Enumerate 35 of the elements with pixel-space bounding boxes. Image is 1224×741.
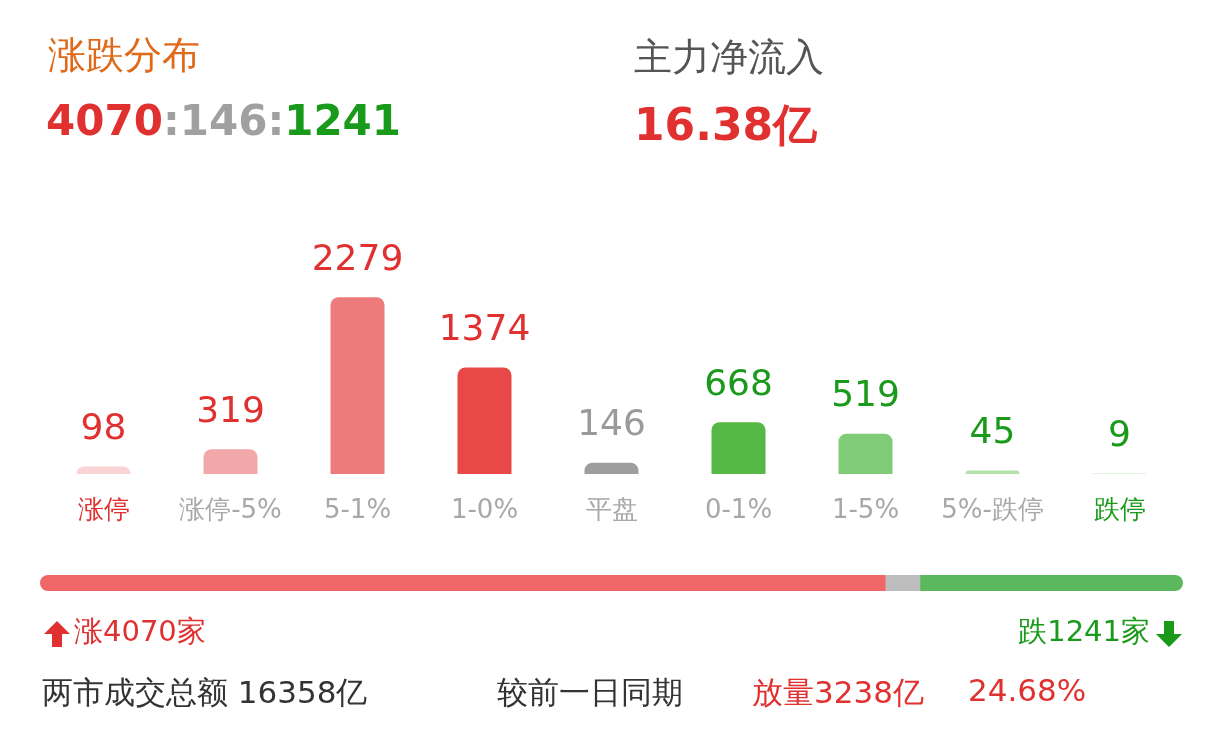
data-label: 146	[577, 402, 646, 444]
text: 放量3238亿	[752, 673, 924, 712]
x-tick-label: 1-5%	[831, 494, 900, 524]
data-label: 2279	[311, 236, 404, 278]
data-label: 319	[196, 388, 265, 430]
text: 跌1241家	[1018, 613, 1150, 650]
x-tick-label: 1-0%	[450, 494, 519, 524]
x-tick-label: 平盘	[585, 494, 638, 524]
data-label: 1374	[438, 306, 531, 348]
text: 较前一日同期	[497, 673, 683, 712]
bar	[457, 367, 512, 474]
data-label: 98	[80, 405, 127, 447]
text: 16.38亿	[634, 98, 818, 152]
x-tick-label: 5-1%	[323, 494, 392, 524]
x-tick-label: 涨停-5%	[179, 494, 282, 524]
bar	[838, 433, 893, 474]
data-label: 519	[831, 373, 900, 415]
data-label: 9	[1108, 412, 1131, 454]
x-tick-label: 5%-跌停	[941, 494, 1044, 524]
text: 4070:146:1241	[46, 96, 402, 145]
x-tick-label: 涨停	[77, 494, 130, 524]
x-tick-label: 0-1%	[704, 494, 773, 524]
text: 24.68%	[968, 672, 1087, 708]
text: 主力净流入	[634, 34, 824, 81]
x-tick-label: 跌停	[1093, 494, 1146, 524]
bar	[584, 462, 639, 474]
text: 涨4070家	[74, 613, 206, 650]
chart-title: 涨跌分布	[48, 32, 200, 79]
bar	[76, 466, 131, 474]
data-label: 668	[704, 361, 773, 403]
bar	[330, 297, 385, 474]
data-label: 45	[969, 410, 1016, 452]
bar	[711, 422, 766, 474]
text: 两市成交总额 16358亿	[42, 673, 368, 712]
bar	[203, 449, 258, 474]
